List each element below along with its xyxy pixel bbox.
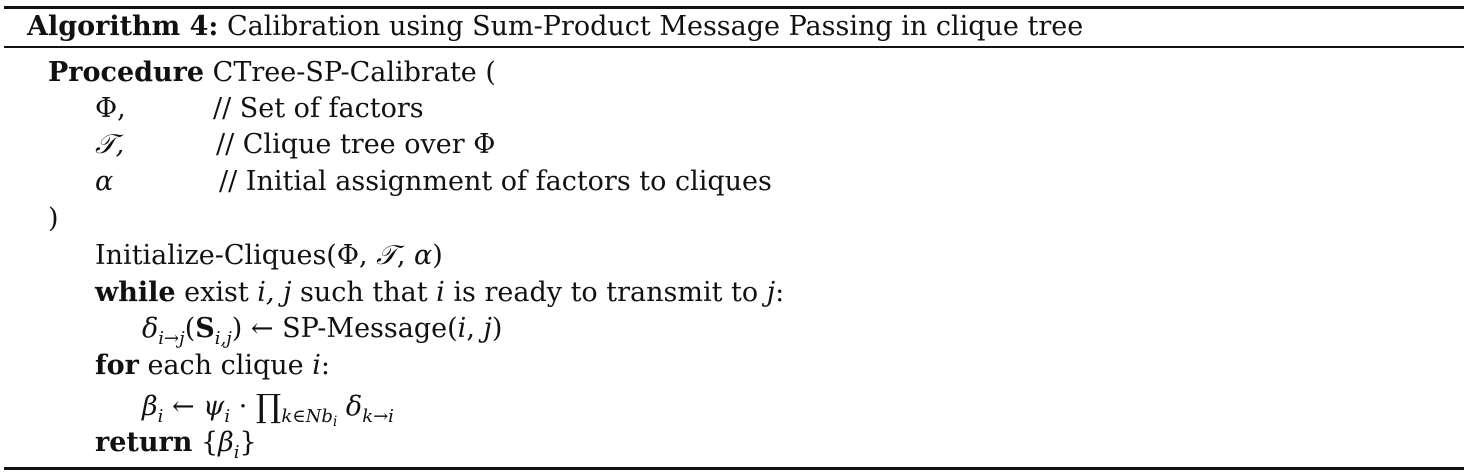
for-line: for each clique i: <box>95 348 330 384</box>
assign-arg-i: i <box>457 313 467 344</box>
while-var-j: j <box>766 277 776 308</box>
sepset-symbol: S <box>195 313 215 344</box>
init-arg-tree: 𝒯 <box>376 240 397 271</box>
for-colon: : <box>320 350 330 381</box>
return-beta-subscript: i <box>233 442 240 463</box>
product-subscript-text: k∈Nb <box>281 406 333 427</box>
init-close: ) <box>432 240 443 271</box>
while-text-1: exist <box>175 277 258 308</box>
caption-label: Algorithm 4: <box>27 11 219 42</box>
psi-subscript: i <box>224 406 231 427</box>
assign-call: ) ← SP-Message( <box>231 313 458 344</box>
while-var-ij: i, j <box>257 277 292 308</box>
init-fn: Initialize-Cliques( <box>95 240 337 271</box>
beta-symbol: β <box>142 391 158 422</box>
for-text-1: each clique <box>138 350 313 381</box>
procedure-line: Procedure CTree-SP-Calibrate ( <box>48 55 496 91</box>
init-arg-alpha: α <box>414 240 433 271</box>
sepset-subscript: i,j <box>214 328 232 349</box>
assign-end: ) <box>491 313 503 344</box>
return-beta: β <box>218 427 234 458</box>
incoming-delta: δ <box>337 391 363 422</box>
param-phi-name: Φ, <box>95 93 126 124</box>
assign-comma: , <box>466 313 484 344</box>
init-arg-phi: Φ, <box>336 240 377 271</box>
procedure-close: ) <box>48 203 59 234</box>
bottom-rule <box>4 467 1464 470</box>
delta-symbol: δ <box>142 313 159 344</box>
while-line: while exist i, j such that i is ready to… <box>95 275 784 311</box>
param-phi: Φ, <box>95 91 126 127</box>
procedure-name: CTree-SP-Calibrate ( <box>212 57 496 88</box>
return-line: return {βi} <box>95 425 257 463</box>
while-var-i: i <box>436 277 445 308</box>
psi-symbol: ψ <box>203 391 225 422</box>
belief-line: βi ← ψi · ∏k∈Nbi δk→i <box>142 386 394 430</box>
param-alpha-name: α <box>95 166 114 197</box>
return-close: } <box>239 427 257 458</box>
while-keyword: while <box>95 277 176 308</box>
beta-subscript: i <box>157 406 164 427</box>
product-subscript: k∈Nbi <box>281 406 338 430</box>
delta-subscript: i→j <box>158 328 185 349</box>
param-alpha-comment: // Initial assignment of factors to cliq… <box>219 166 772 197</box>
param-tree-name: 𝒯, <box>95 129 125 160</box>
for-keyword: for <box>95 350 139 381</box>
procedure-keyword: Procedure <box>48 57 205 88</box>
product-subscript-i: i <box>332 414 338 430</box>
return-open: { <box>192 427 219 458</box>
belief-dot: · <box>230 391 256 422</box>
for-var-i: i <box>312 350 321 381</box>
message-assign-line: δi→j(Si,j) ← SP-Message(i, j) <box>142 311 503 349</box>
incoming-delta-subscript: k→i <box>362 406 394 427</box>
caption-rule <box>4 46 1464 48</box>
top-rule <box>4 6 1464 9</box>
assign-open: ( <box>184 313 196 344</box>
param-phi-comment: // Set of factors <box>213 93 424 124</box>
belief-arrow: ← <box>163 391 204 422</box>
product-symbol: ∏ <box>255 387 282 425</box>
while-text-3: is ready to transmit to <box>444 277 767 308</box>
algorithm-caption: Algorithm 4: Calibration using Sum-Produ… <box>27 9 1083 45</box>
param-alpha: α <box>95 164 113 200</box>
while-text-2: such that <box>291 277 437 308</box>
caption-title: Calibration using Sum-Product Message Pa… <box>227 11 1084 42</box>
return-keyword: return <box>95 427 193 458</box>
param-tree: 𝒯, <box>95 127 124 163</box>
while-colon: : <box>775 277 785 308</box>
init-line: Initialize-Cliques(Φ, 𝒯, α) <box>95 238 443 274</box>
assign-arg-j: j <box>483 313 492 344</box>
init-comma: , <box>396 240 415 271</box>
param-tree-comment: // Clique tree over Φ <box>216 129 496 160</box>
